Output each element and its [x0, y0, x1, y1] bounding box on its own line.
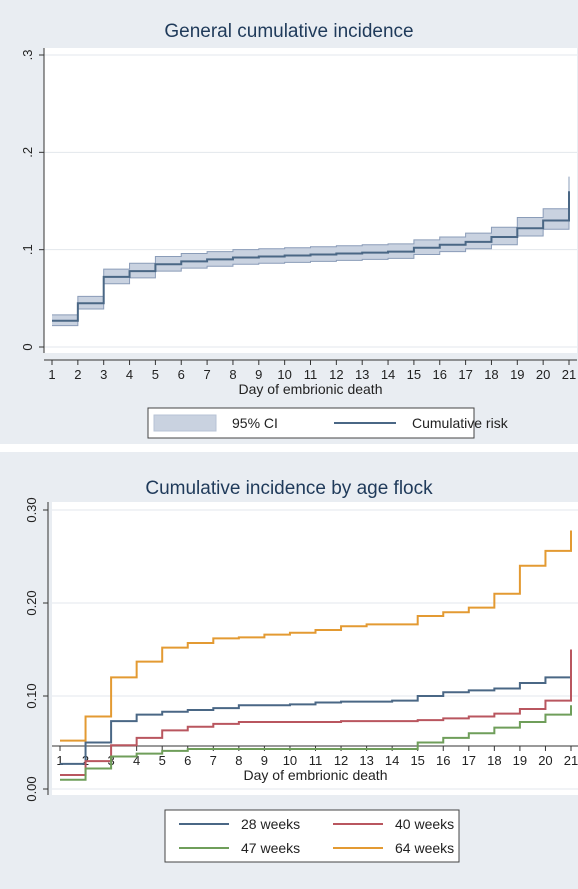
legend-label: 64 weeks [395, 840, 454, 856]
x-tick-label: 20 [536, 367, 550, 382]
x-tick-label: 13 [355, 367, 369, 382]
x-tick-label: 15 [410, 753, 424, 768]
x-tick-label: 1 [56, 753, 63, 768]
y-tick-label: 0 [20, 343, 35, 350]
x-tick-label: 14 [381, 367, 395, 382]
x-tick-label: 4 [126, 367, 133, 382]
x-tick-label: 9 [261, 753, 268, 768]
x-tick-label: 12 [334, 753, 348, 768]
legend-label: 40 weeks [395, 816, 454, 832]
age-flock-incidence-chart: Cumulative incidence by age flock 0.00 0.1… [0, 452, 578, 889]
x-tick-label: 16 [433, 367, 447, 382]
plot-area [52, 502, 578, 795]
x-tick-label: 18 [484, 367, 498, 382]
y-tick-label: 0.20 [24, 590, 39, 615]
x-tick-label: 9 [255, 367, 262, 382]
chart-panel-age-flock: Cumulative incidence by age flock 0.00 0.1… [0, 452, 578, 889]
legend-label: 95% CI [232, 415, 278, 431]
x-tick-label: 1 [48, 367, 55, 382]
x-tick-label: 3 [100, 367, 107, 382]
x-tick-label: 21 [562, 367, 576, 382]
x-tick-label: 5 [159, 753, 166, 768]
x-tick-label: 17 [458, 367, 472, 382]
legend-label: 28 weeks [241, 816, 300, 832]
x-tick-label: 8 [229, 367, 236, 382]
x-tick-label: 6 [184, 753, 191, 768]
x-axis-label: Day of embrionic death [244, 767, 388, 783]
x-tick-label: 5 [152, 367, 159, 382]
x-tick-label: 6 [178, 367, 185, 382]
x-tick-label: 20 [538, 753, 552, 768]
x-tick-label: 2 [74, 367, 81, 382]
legend-label: 47 weeks [241, 840, 300, 856]
chart-panel-general: General cumulative incidence 0.1.2.3 1 2 3 4 5… [0, 0, 578, 444]
x-tick-label: 17 [462, 753, 476, 768]
chart-title: Cumulative incidence by age flock [145, 478, 433, 499]
y-tick-label: 0.30 [24, 497, 39, 522]
chart-title: General cumulative incidence [164, 21, 413, 42]
x-tick-label: 10 [283, 753, 297, 768]
x-tick-label: 8 [235, 753, 242, 768]
x-tick-label: 10 [277, 367, 291, 382]
x-tick-label: 12 [329, 367, 343, 382]
x-tick-label: 14 [385, 753, 399, 768]
legend-key-band [154, 415, 216, 431]
x-tick-label: 21 [564, 753, 578, 768]
y-tick-label: .1 [20, 244, 35, 255]
x-tick-label: 19 [510, 367, 524, 382]
x-tick-label: 11 [304, 367, 318, 382]
x-tick-label: 19 [513, 753, 527, 768]
y-tick-label: .2 [20, 147, 35, 158]
legend-label: Cumulative risk [412, 415, 509, 431]
x-axis-label: Day of embrionic death [239, 381, 383, 397]
x-tick-label: 15 [407, 367, 421, 382]
x-tick-label: 11 [309, 753, 323, 768]
x-tick-label: 18 [487, 753, 501, 768]
x-tick-label: 7 [203, 367, 210, 382]
y-tick-label: 0.10 [24, 683, 39, 708]
x-tick-label: 13 [359, 753, 373, 768]
y-tick-label: .3 [20, 50, 35, 61]
y-tick-label: 0.00 [24, 776, 39, 801]
x-tick-label: 7 [210, 753, 217, 768]
x-tick-label: 16 [436, 753, 450, 768]
plot-area [44, 48, 577, 353]
